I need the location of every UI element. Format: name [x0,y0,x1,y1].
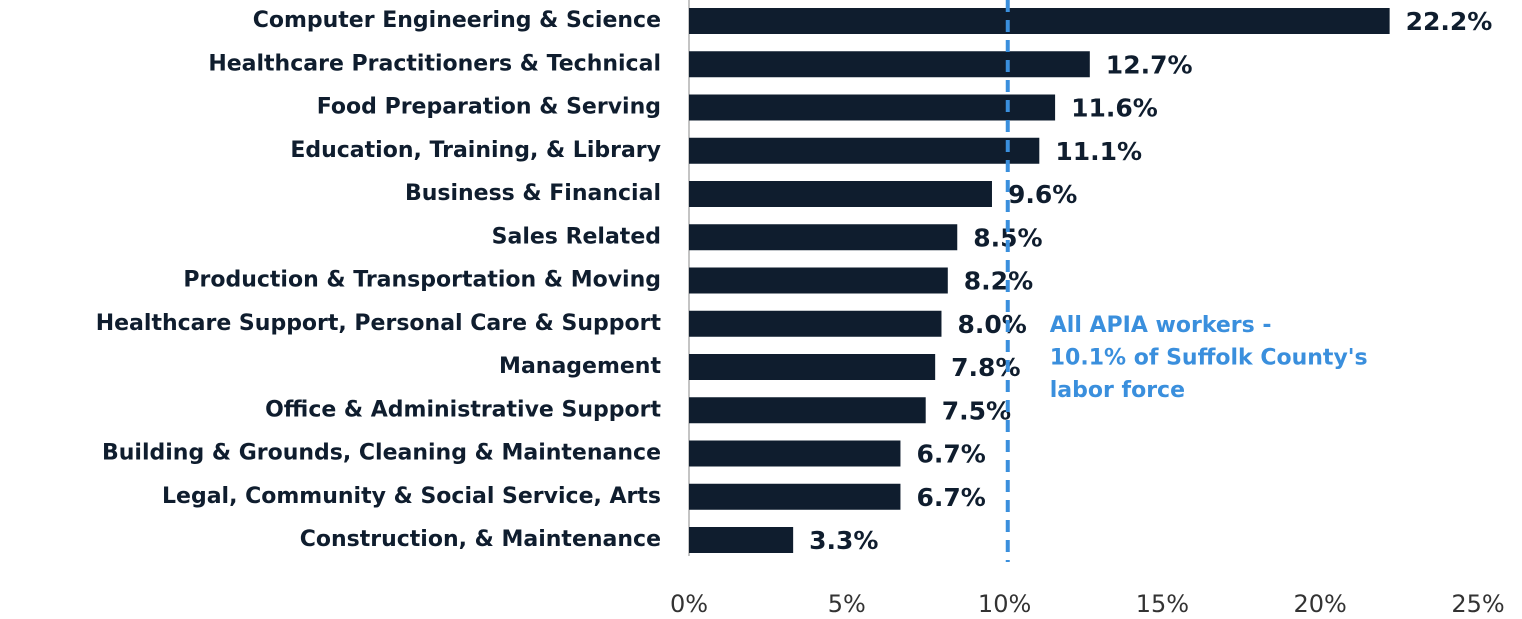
value-label: 9.6% [1008,180,1077,209]
category-label: Sales Related [492,224,661,249]
value-label: 11.6% [1071,94,1158,123]
bar [689,94,1056,121]
x-tick-label: 0% [670,590,708,618]
x-tick-label: 10% [978,590,1031,618]
x-tick-label: 25% [1451,590,1504,618]
bar [689,354,936,380]
category-label: Business & Financial [405,181,661,206]
category-label: Construction, & Maintenance [300,527,661,552]
bar [689,527,794,553]
x-tick-label: 20% [1294,590,1347,618]
category-label: Legal, Community & Social Service, Arts [162,484,661,509]
bar [689,267,948,294]
category-label: Management [499,354,661,379]
reference-annotation: 10.1% of Suffolk County's [1050,346,1368,371]
x-tick-label: 5% [828,590,866,618]
value-label: 11.1% [1055,137,1142,166]
value-label: 6.7% [916,483,985,512]
category-label: Office & Administrative Support [265,397,661,422]
bar [689,440,901,467]
value-label: 8.2% [964,267,1033,296]
category-label: Building & Grounds, Cleaning & Maintenan… [102,441,661,466]
x-tick-label: 15% [1136,590,1189,618]
category-label: Food Preparation & Serving [317,95,661,120]
value-label: 6.7% [916,440,985,469]
bar [689,181,992,207]
value-label: 12.7% [1106,50,1193,79]
reference-annotation: All APIA workers - [1050,313,1272,338]
reference-annotation: labor force [1050,378,1185,403]
value-label: 7.8% [951,353,1020,382]
bar [689,51,1090,78]
category-label: Production & Transportation & Moving [183,268,661,293]
bar [689,483,901,510]
bar [689,224,958,251]
category-label: Education, Training, & Library [290,138,661,163]
value-label: 3.3% [809,526,878,555]
category-label: Healthcare Support, Personal Care & Supp… [96,311,662,336]
bar [689,397,926,424]
bar [689,310,942,337]
value-label: 8.0% [957,310,1026,339]
bar [689,137,1040,164]
bar [689,8,1390,34]
value-label: 22.2% [1406,7,1493,36]
category-label: Computer Engineering & Science [253,8,661,33]
value-label: 7.5% [942,396,1011,425]
category-label: Healthcare Practitioners & Technical [208,51,661,76]
